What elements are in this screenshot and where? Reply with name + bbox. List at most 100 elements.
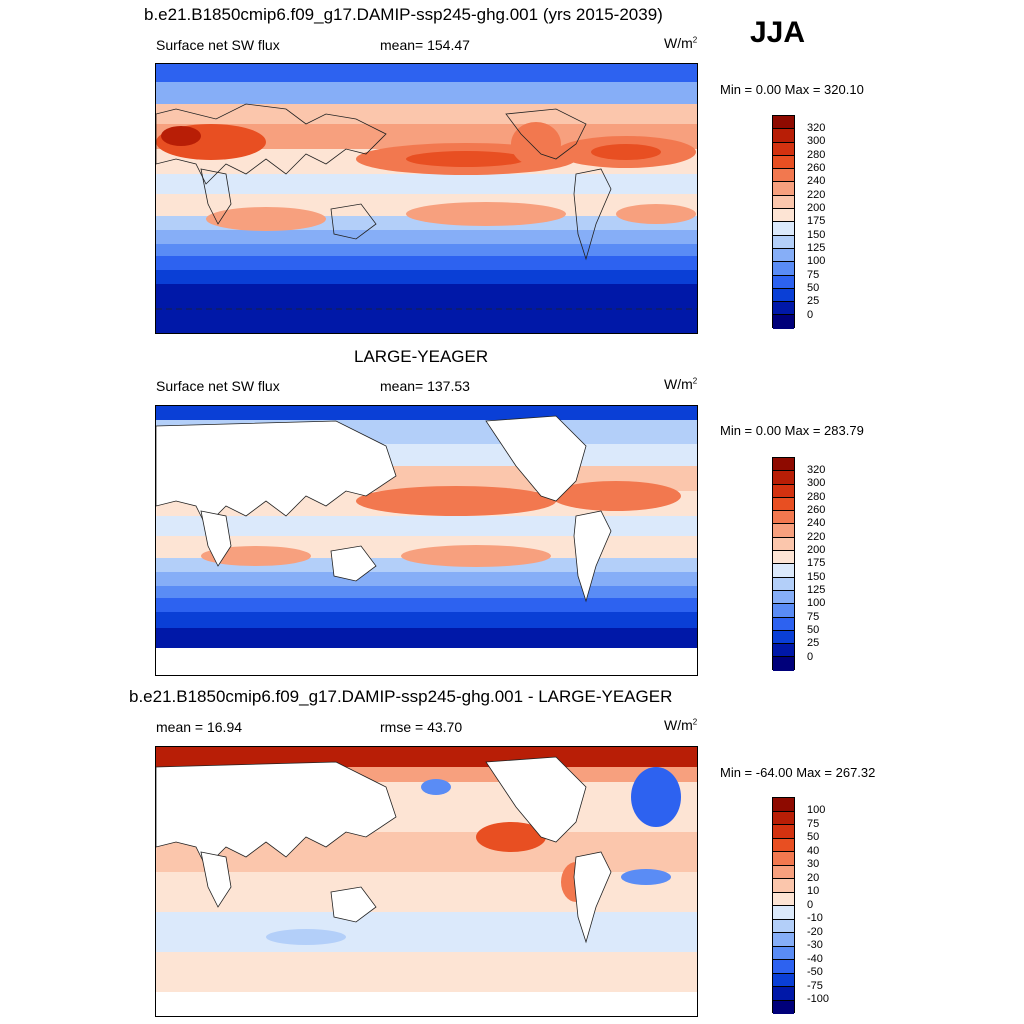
colorbar-box <box>773 129 794 143</box>
colorbar-tick-label: 280 <box>807 491 826 503</box>
colorbar-tick-label: 30 <box>807 858 820 870</box>
colorbar-tick-label: 20 <box>807 872 820 884</box>
land-australia <box>330 545 377 582</box>
season-label: JJA <box>750 16 806 49</box>
colorbar-tick-label: 320 <box>807 464 826 476</box>
band <box>156 747 697 767</box>
colorbar-box <box>773 933 794 947</box>
band <box>156 648 697 675</box>
panel-2-map-svg <box>156 406 697 675</box>
colorbar-box <box>773 142 794 156</box>
panel-3-map-svg <box>156 747 697 1016</box>
band <box>156 912 697 952</box>
colorbar-tick-label: 100 <box>807 255 826 267</box>
colorbar-box <box>773 471 794 485</box>
colorbar-box <box>773 825 794 839</box>
colorbar-box <box>773 946 794 960</box>
band <box>156 270 697 284</box>
colorbar-box <box>773 811 794 825</box>
band <box>156 82 697 104</box>
coastline-eurasia-africa <box>156 103 387 185</box>
colorbar-box <box>773 484 794 498</box>
colorbar-box <box>773 960 794 974</box>
colorbar-box <box>773 892 794 906</box>
panel-2-mean-label: mean= 137.53 <box>380 378 470 394</box>
colorbar-tick-label: -75 <box>807 980 823 992</box>
panel-2-minmax: Min = 0.00 Max = 283.79 <box>720 423 864 438</box>
colorbar-box <box>773 865 794 879</box>
band <box>156 572 697 586</box>
colorbar-tick-label: 0 <box>807 651 814 663</box>
subtropical-high <box>511 122 561 166</box>
land-eurasia-africa <box>156 761 397 868</box>
band <box>156 586 697 598</box>
subtropical-high <box>616 204 696 224</box>
colorbar-tick-label: 300 <box>807 477 826 489</box>
panel-3-mean-label: mean = 16.94 <box>156 719 243 735</box>
panel-3-minmax: Min = -64.00 Max = 267.32 <box>720 765 876 780</box>
panel-1-colorbar <box>772 115 795 329</box>
band <box>156 104 697 124</box>
band <box>156 872 697 912</box>
coastline-australia <box>330 203 377 240</box>
panel-1-minmax: Min = 0.00 Max = 320.10 <box>720 82 864 97</box>
colorbar-tick-label: 25 <box>807 637 820 649</box>
colorbar-box <box>773 275 794 289</box>
colorbar-tick-label: 175 <box>807 557 826 569</box>
coastline-south-america <box>573 168 612 261</box>
colorbar-tick-label: 50 <box>807 624 820 636</box>
colorbar-box <box>773 458 794 472</box>
subtropical-high <box>401 545 551 567</box>
anomaly <box>421 779 451 795</box>
colorbar-box <box>773 169 794 183</box>
colorbar-tick-label: 260 <box>807 162 826 174</box>
colorbar-box <box>773 657 794 671</box>
band <box>156 406 697 420</box>
land-north-america <box>485 756 587 843</box>
colorbar-tick-label: 75 <box>807 269 820 281</box>
colorbar-box <box>773 155 794 170</box>
band <box>156 628 697 648</box>
panel-1-map <box>155 63 698 334</box>
subtropical-high <box>591 144 661 160</box>
band <box>156 174 697 194</box>
colorbar-box <box>773 262 794 276</box>
band <box>156 284 697 333</box>
colorbar-tick-label: 200 <box>807 202 826 214</box>
colorbar-box <box>773 116 794 130</box>
panel-2-colorbar <box>772 457 795 671</box>
colorbar-box <box>773 617 794 631</box>
colorbar-tick-label: 200 <box>807 544 826 556</box>
land-mask <box>156 415 612 603</box>
coastline-africa-south <box>200 168 232 225</box>
colorbar-box <box>773 209 794 223</box>
coastline-north-america <box>505 108 587 160</box>
panel-3-rmse-label: rmse = 43.70 <box>380 719 463 735</box>
colorbar-tick-label: -10 <box>807 912 823 924</box>
band <box>156 256 697 270</box>
colorbar-box <box>773 577 794 591</box>
colorbar-box <box>773 511 794 525</box>
colorbar-tick-label: 50 <box>807 282 820 294</box>
panel-2-variable-label: Surface net SW flux <box>156 378 280 394</box>
subtropical-high <box>161 126 201 146</box>
colorbar-box <box>773 630 794 645</box>
panel-1-units: W/m2 <box>664 35 698 51</box>
subtropical-high <box>206 207 326 231</box>
colorbar-box <box>773 604 794 618</box>
colorbar-tick-label: 150 <box>807 229 826 241</box>
colorbar-box <box>773 798 794 812</box>
land-eurasia-africa <box>156 420 397 527</box>
colorbar-tick-label: -50 <box>807 966 823 978</box>
panel-2-units: W/m2 <box>664 376 698 392</box>
colorbar-tick-label: 260 <box>807 504 826 516</box>
colorbar-box <box>773 852 794 866</box>
colorbar-box <box>773 973 794 987</box>
colorbar-box <box>773 1000 794 1014</box>
anomaly <box>631 767 681 827</box>
band <box>156 64 697 82</box>
subtropical-high <box>356 486 556 516</box>
subtropical-high <box>406 202 566 226</box>
band <box>156 952 697 992</box>
band <box>156 244 697 256</box>
